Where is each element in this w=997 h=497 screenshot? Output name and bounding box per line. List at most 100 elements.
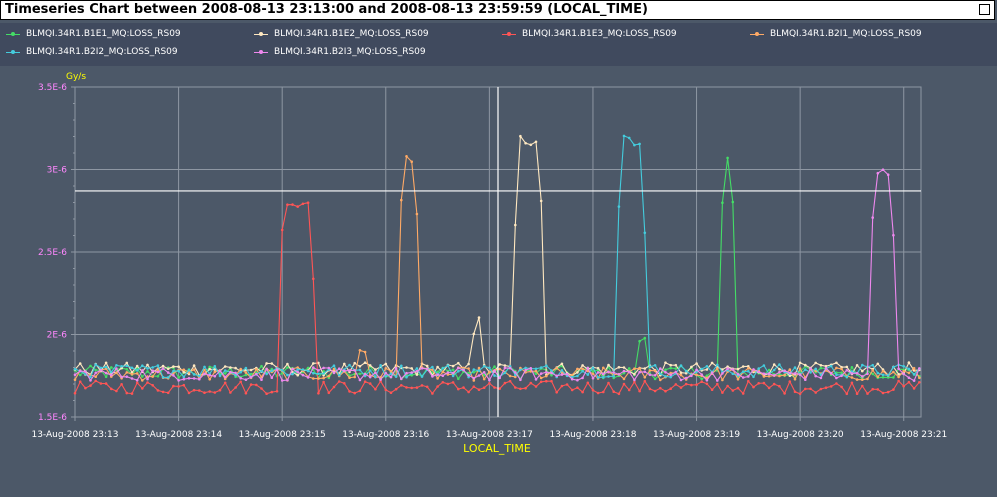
data-point <box>488 378 491 382</box>
data-point <box>736 386 740 390</box>
data-point <box>741 370 745 374</box>
data-point <box>503 366 507 370</box>
data-point <box>690 374 693 378</box>
data-point <box>576 367 579 371</box>
data-point <box>317 361 320 365</box>
data-point <box>451 364 455 368</box>
data-point <box>239 370 242 374</box>
data-point <box>213 370 217 374</box>
data-point <box>876 171 880 175</box>
data-point <box>306 376 310 379</box>
data-point <box>503 371 507 375</box>
data-point <box>752 385 755 389</box>
data-point <box>892 376 895 379</box>
data-point <box>99 366 103 370</box>
data-point <box>570 377 574 381</box>
data-point <box>793 372 797 375</box>
data-point <box>643 379 647 383</box>
data-point <box>239 377 242 380</box>
data-point <box>265 362 268 365</box>
data-point <box>550 371 553 375</box>
data-point <box>845 365 849 369</box>
data-point <box>726 156 729 160</box>
series-line <box>74 155 920 382</box>
data-point <box>130 371 134 374</box>
data-point <box>612 371 615 374</box>
data-point <box>270 376 274 380</box>
data-point <box>260 378 263 382</box>
data-point <box>125 364 129 368</box>
data-point <box>565 383 569 386</box>
data-point <box>524 366 527 370</box>
data-point <box>213 368 217 371</box>
data-point <box>514 223 517 227</box>
data-point <box>684 382 688 386</box>
data-point <box>327 391 331 395</box>
data-point <box>907 380 911 384</box>
data-point <box>446 364 450 367</box>
data-point <box>260 387 263 390</box>
data-point <box>425 385 429 389</box>
data-point <box>778 384 781 388</box>
data-point <box>508 374 512 378</box>
legend-marker-icon <box>11 32 15 36</box>
data-point <box>793 377 797 381</box>
data-point <box>819 366 823 370</box>
data-point <box>177 376 180 379</box>
data-point <box>301 202 305 206</box>
data-point <box>229 370 232 374</box>
data-point <box>400 198 403 202</box>
y-tick-label: 2E-6 <box>47 331 68 341</box>
data-point <box>493 374 496 377</box>
data-point <box>519 378 522 382</box>
data-point <box>721 368 724 371</box>
data-point <box>669 363 672 367</box>
data-point <box>529 143 533 147</box>
legend-marker-icon <box>11 50 15 54</box>
data-point <box>767 386 771 390</box>
data-point <box>301 373 305 377</box>
data-point <box>633 378 636 382</box>
data-point <box>446 371 450 374</box>
window-titlebar: Timeseries Chart between 2008-08-13 23:1… <box>0 0 995 20</box>
data-point <box>767 368 771 372</box>
data-point <box>690 365 693 369</box>
data-point <box>907 371 911 375</box>
timeseries-chart[interactable]: 1.5E-6 2E-6 2.5E-6 3E-6 3.5E-6 13-Aug-2008 2… <box>0 66 997 497</box>
data-point <box>778 367 781 371</box>
y-tick-label: 2.5E-6 <box>38 248 67 258</box>
data-point <box>482 365 486 368</box>
data-point <box>436 385 439 388</box>
close-button[interactable] <box>979 4 990 15</box>
data-point <box>488 366 491 370</box>
data-point <box>669 387 672 391</box>
data-point <box>198 374 201 378</box>
data-point <box>788 380 792 383</box>
data-point <box>493 386 496 389</box>
data-point <box>431 392 434 395</box>
data-point <box>721 391 724 394</box>
data-point <box>684 371 688 375</box>
series-layer <box>73 134 921 396</box>
data-point <box>664 361 667 365</box>
data-point <box>772 363 776 366</box>
data-point <box>374 368 377 371</box>
data-point <box>762 364 766 367</box>
data-point <box>312 366 315 369</box>
data-point <box>633 372 636 376</box>
data-point <box>213 374 217 378</box>
data-point <box>353 375 357 379</box>
data-point <box>519 366 522 370</box>
data-point <box>348 376 351 380</box>
data-point <box>741 392 745 395</box>
data-point <box>876 388 880 391</box>
data-point <box>477 366 481 370</box>
data-point <box>213 391 217 394</box>
data-point <box>146 367 149 370</box>
data-point <box>814 367 817 371</box>
data-point <box>679 386 683 389</box>
data-point <box>591 370 595 373</box>
data-point <box>358 349 362 352</box>
data-point <box>892 233 895 237</box>
data-point <box>876 362 880 366</box>
